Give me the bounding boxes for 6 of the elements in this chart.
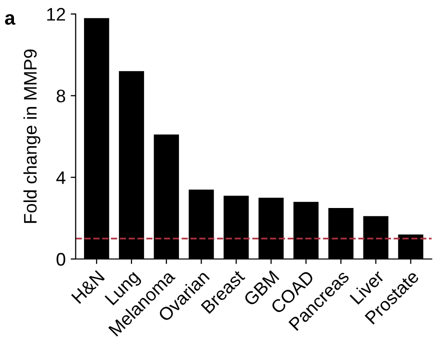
- y-tick-label: 4: [56, 171, 66, 184]
- text: a: [5, 14, 16, 25]
- y-tick-label: 0: [56, 252, 66, 266]
- y-tick-label: 12: [47, 8, 66, 21]
- y-axis-title: Fold change in MMP9: [23, 50, 40, 223]
- y-tick-label: 8: [56, 90, 66, 102]
